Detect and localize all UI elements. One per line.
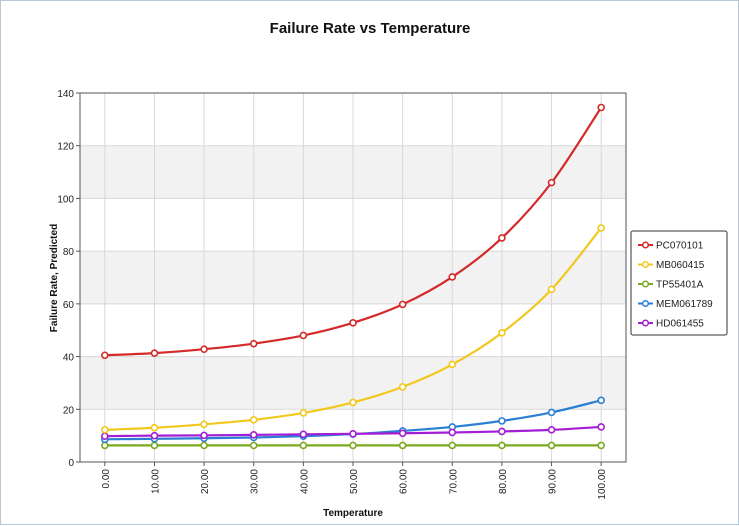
legend-label: PC070101 — [656, 241, 704, 252]
legend-box — [630, 230, 728, 336]
x-tick-label: 40.00 — [299, 469, 310, 494]
data-point-mb060415 — [597, 224, 605, 232]
data-point-hd061455 — [101, 432, 109, 440]
chart-title: Failure Rate vs Temperature — [270, 20, 471, 37]
data-point-mb060415 — [398, 383, 407, 391]
data-point-tp55401a — [150, 441, 159, 450]
x-tick-label: 90.00 — [548, 469, 559, 494]
x-tick-label: 10.00 — [150, 469, 161, 494]
grid-lines — [80, 92, 626, 463]
y-tick-label: 140 — [57, 89, 74, 100]
data-point-tp55401a — [448, 441, 457, 450]
data-point-mb060415 — [249, 416, 258, 424]
legend: PC070101 MB060415 TP55401A MEM061789 HD06145… — [630, 230, 728, 336]
data-point-pc070101 — [150, 349, 159, 357]
data-point-tp55401a — [398, 441, 407, 450]
x-axis-label: Temperature — [323, 508, 383, 519]
y-tick-label: 40 — [63, 353, 75, 364]
data-point-hd061455 — [150, 431, 159, 440]
x-tick-label: 30.00 — [250, 469, 261, 494]
data-point-hd061455 — [498, 427, 506, 436]
data-point-mem061789 — [597, 396, 605, 405]
data-point-pc070101 — [498, 234, 506, 242]
legend-swatch-marker — [641, 260, 650, 269]
x-tick-label: 100.00 — [597, 469, 608, 500]
data-point-tp55401a — [249, 441, 258, 450]
legend-swatch-marker — [641, 319, 650, 327]
data-point-pc070101 — [101, 351, 109, 360]
data-point-pc070101 — [249, 339, 258, 348]
y-tick-label: 60 — [63, 300, 75, 311]
data-point-mb060415 — [101, 426, 109, 434]
data-point-pc070101 — [200, 345, 208, 353]
x-tick-label: 0.00 — [101, 469, 112, 489]
y-tick-label: 20 — [63, 405, 75, 416]
data-point-tp55401a — [101, 441, 109, 450]
y-axis-ticks: 0 20 40 60 80 100 120 140 — [57, 89, 80, 469]
legend-swatch-marker — [641, 241, 650, 249]
data-point-mem061789 — [547, 408, 556, 417]
data-point-pc070101 — [398, 300, 407, 309]
data-point-hd061455 — [597, 423, 605, 431]
data-point-tp55401a — [349, 441, 357, 450]
y-tick-label: 100 — [57, 194, 74, 205]
y-tick-label: 0 — [68, 458, 74, 469]
legend-label: TP55401A — [656, 280, 704, 291]
data-point-hd061455 — [398, 429, 407, 438]
data-point-mb060415 — [498, 329, 506, 337]
data-point-pc070101 — [448, 273, 457, 281]
data-point-hd061455 — [448, 428, 457, 437]
legend-label: HD061455 — [656, 319, 704, 330]
data-point-pc070101 — [547, 178, 556, 187]
data-point-mb060415 — [299, 409, 308, 417]
data-point-hd061455 — [249, 431, 258, 439]
data-point-mb060415 — [547, 285, 556, 294]
data-point-pc070101 — [349, 319, 357, 327]
data-point-hd061455 — [200, 431, 208, 440]
series-points — [101, 103, 605, 450]
legend-swatch-marker — [641, 299, 650, 308]
data-point-tp55401a — [200, 441, 208, 450]
x-tick-label: 20.00 — [200, 469, 211, 494]
x-tick-label: 80.00 — [498, 469, 509, 494]
data-point-hd061455 — [299, 430, 308, 439]
x-tick-label: 70.00 — [448, 469, 459, 494]
data-point-mem061789 — [498, 417, 506, 425]
data-point-tp55401a — [299, 441, 308, 450]
data-point-hd061455 — [349, 429, 357, 438]
legend-swatch-marker — [641, 280, 650, 288]
y-tick-label: 80 — [63, 247, 75, 258]
data-point-hd061455 — [547, 426, 556, 434]
data-point-mb060415 — [150, 423, 159, 432]
x-tick-label: 60.00 — [399, 469, 410, 494]
legend-label: MB060415 — [656, 260, 705, 271]
legend-label: MEM061789 — [656, 299, 713, 310]
data-point-tp55401a — [547, 441, 556, 450]
data-point-mb060415 — [349, 398, 357, 407]
y-axis-label: Failure Rate, Predicted — [49, 224, 60, 332]
x-tick-label: 50.00 — [349, 469, 360, 494]
data-point-mb060415 — [200, 420, 208, 429]
y-tick-label: 120 — [57, 142, 74, 153]
x-axis-ticks: 0.00 10.00 20.00 30.00 40.00 50.00 60.00 70.00 8… — [101, 462, 608, 500]
data-point-pc070101 — [597, 103, 605, 112]
data-point-tp55401a — [597, 441, 605, 450]
data-point-mb060415 — [448, 360, 457, 369]
data-point-tp55401a — [498, 441, 506, 450]
data-point-pc070101 — [299, 331, 308, 340]
